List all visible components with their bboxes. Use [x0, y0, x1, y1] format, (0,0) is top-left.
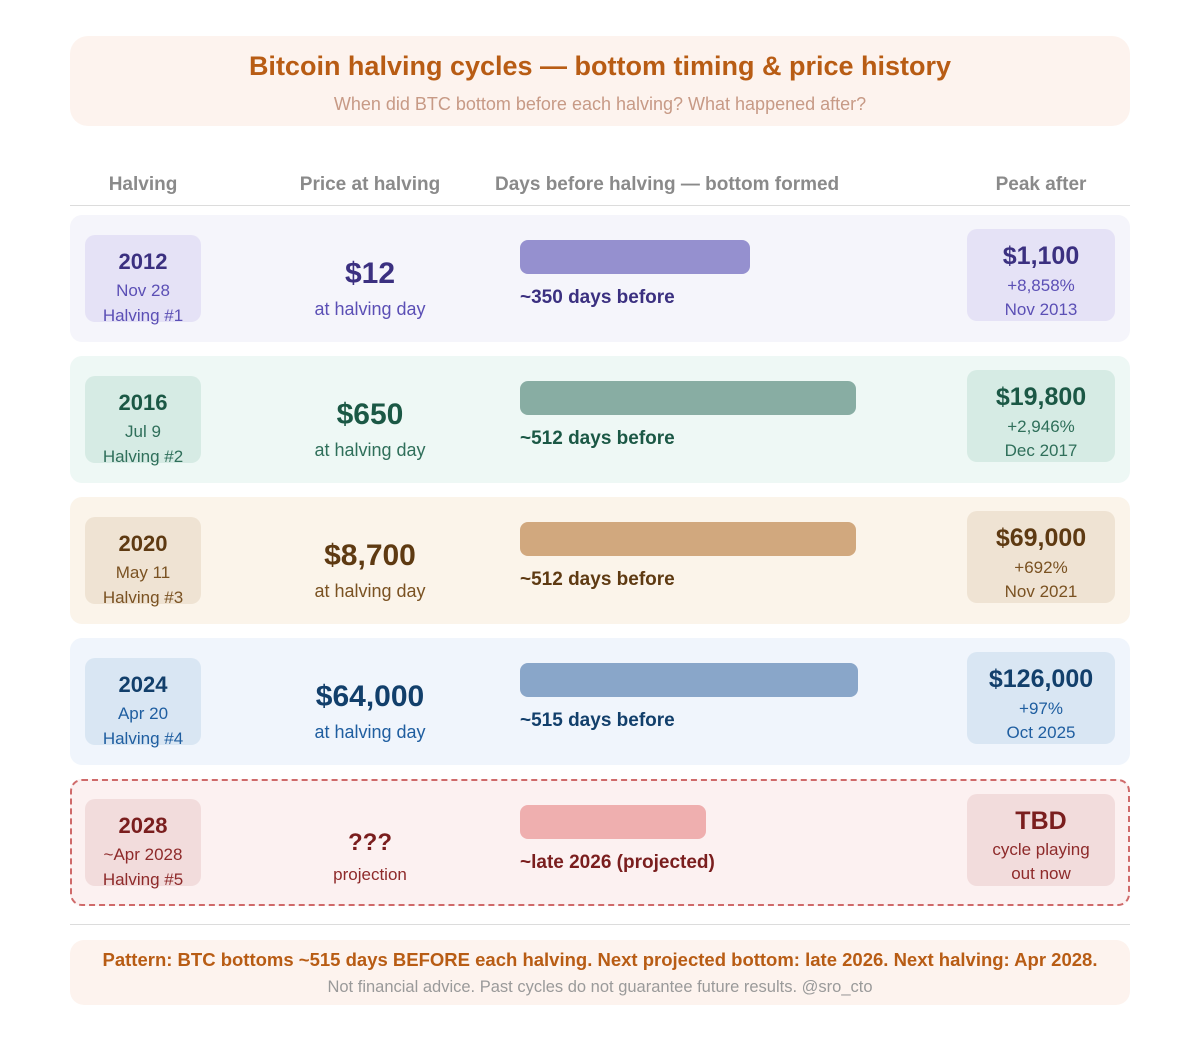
- peak-price: $19,800: [995, 383, 1087, 411]
- days-bar: [520, 381, 856, 415]
- peak-box: $126,000 +97% Oct 2025: [967, 652, 1115, 744]
- halving-date: May 11: [115, 563, 171, 582]
- cycle-row-2020: 2020 May 11 Halving #3 $8,700 at halving…: [70, 497, 1130, 624]
- footer-panel: Pattern: BTC bottoms ~515 days BEFORE ea…: [70, 940, 1130, 1005]
- column-header-price: Price at halving: [299, 174, 441, 195]
- peak-box: $19,800 +2,946% Dec 2017: [967, 370, 1115, 462]
- halving-date: Nov 28: [116, 281, 170, 300]
- cycle-row-2016: 2016 Jul 9 Halving #2 $650 at halving da…: [70, 356, 1130, 483]
- header-divider: [70, 205, 1130, 206]
- cycle-row-2012: 2012 Nov 28 Halving #1 $12 at halving da…: [70, 215, 1130, 342]
- halving-price: $12: [344, 257, 396, 290]
- peak-box: $1,100 +8,858% Nov 2013: [967, 229, 1115, 321]
- halving-price: $8,700: [324, 539, 416, 572]
- days-bar: [520, 805, 706, 839]
- halving-price: $64,000: [315, 680, 425, 713]
- halving-price: $650: [336, 398, 404, 431]
- pattern-summary: Pattern: BTC bottoms ~515 days BEFORE ea…: [102, 949, 1098, 970]
- days-bar: [520, 240, 750, 274]
- days-label: ~512 days before: [520, 428, 675, 449]
- halving-price: ???: [348, 829, 392, 856]
- days-label: ~350 days before: [520, 287, 675, 308]
- peak-change: +692%: [1014, 558, 1068, 577]
- halving-year: 2028: [118, 813, 168, 838]
- peak-price: $1,100: [1002, 242, 1080, 270]
- peak-change: +8,858%: [1007, 276, 1075, 295]
- halving-price-note: at halving day: [314, 581, 426, 601]
- days-label: ~515 days before: [520, 710, 675, 731]
- column-header-halving: Halving: [108, 174, 178, 195]
- footer-divider: [70, 924, 1130, 925]
- cycle-row-2024: 2024 Apr 20 Halving #4 $64,000 at halvin…: [70, 638, 1130, 765]
- page-subtitle: When did BTC bottom before each halving?…: [333, 94, 867, 114]
- peak-box: $69,000 +692% Nov 2021: [967, 511, 1115, 603]
- halving-number: Halving #2: [102, 447, 184, 466]
- peak-date: Oct 2025: [1006, 723, 1076, 742]
- peak-change: cycle playing: [992, 840, 1090, 859]
- cycle-row-2028-projected: 2028 ~Apr 2028 Halving #5 ??? projection…: [70, 779, 1130, 906]
- peak-date: out now: [1011, 864, 1071, 883]
- halving-price-note: at halving day: [314, 440, 426, 460]
- halving-year: 2016: [118, 390, 168, 415]
- peak-change: +97%: [1019, 699, 1063, 718]
- halving-box: 2024 Apr 20 Halving #4: [85, 658, 201, 748]
- halving-year: 2012: [118, 249, 168, 274]
- page-title: Bitcoin halving cycles — bottom timing &…: [248, 51, 952, 81]
- days-label: ~late 2026 (projected): [520, 852, 715, 873]
- halving-date: Apr 20: [117, 704, 169, 723]
- peak-price: $69,000: [995, 524, 1087, 552]
- peak-change: +2,946%: [1007, 417, 1075, 436]
- halving-year: 2024: [118, 672, 168, 697]
- peak-date: Nov 2021: [1004, 582, 1078, 601]
- peak-price: $126,000: [988, 665, 1094, 693]
- halving-number: Halving #3: [102, 588, 184, 607]
- halving-price-note: at halving day: [314, 722, 426, 742]
- column-header-days: Days before halving — bottom formed: [495, 174, 840, 195]
- halving-number: Halving #5: [102, 870, 184, 889]
- halving-box: 2028 ~Apr 2028 Halving #5: [85, 799, 201, 889]
- halving-date: ~Apr 2028: [103, 845, 183, 864]
- disclaimer: Not financial advice. Past cycles do not…: [327, 978, 873, 996]
- halving-price-note: projection: [333, 865, 407, 884]
- halving-box: 2012 Nov 28 Halving #1: [85, 235, 201, 325]
- halving-box: 2020 May 11 Halving #3: [85, 517, 201, 607]
- halving-price-note: at halving day: [314, 299, 426, 319]
- peak-date: Nov 2013: [1004, 300, 1078, 319]
- halving-date: Jul 9: [125, 422, 161, 441]
- halving-number: Halving #4: [102, 729, 184, 748]
- peak-date: Dec 2017: [1004, 441, 1078, 460]
- column-header-peak: Peak after: [995, 174, 1087, 195]
- days-bar: [520, 663, 858, 697]
- halving-number: Halving #1: [102, 306, 184, 325]
- halving-box: 2016 Jul 9 Halving #2: [85, 376, 201, 466]
- peak-box: TBD cycle playing out now: [967, 794, 1115, 886]
- days-label: ~512 days before: [520, 569, 675, 590]
- days-bar: [520, 522, 856, 556]
- header-panel: Bitcoin halving cycles — bottom timing &…: [70, 36, 1130, 126]
- halving-year: 2020: [118, 531, 168, 556]
- peak-price: TBD: [1015, 807, 1067, 835]
